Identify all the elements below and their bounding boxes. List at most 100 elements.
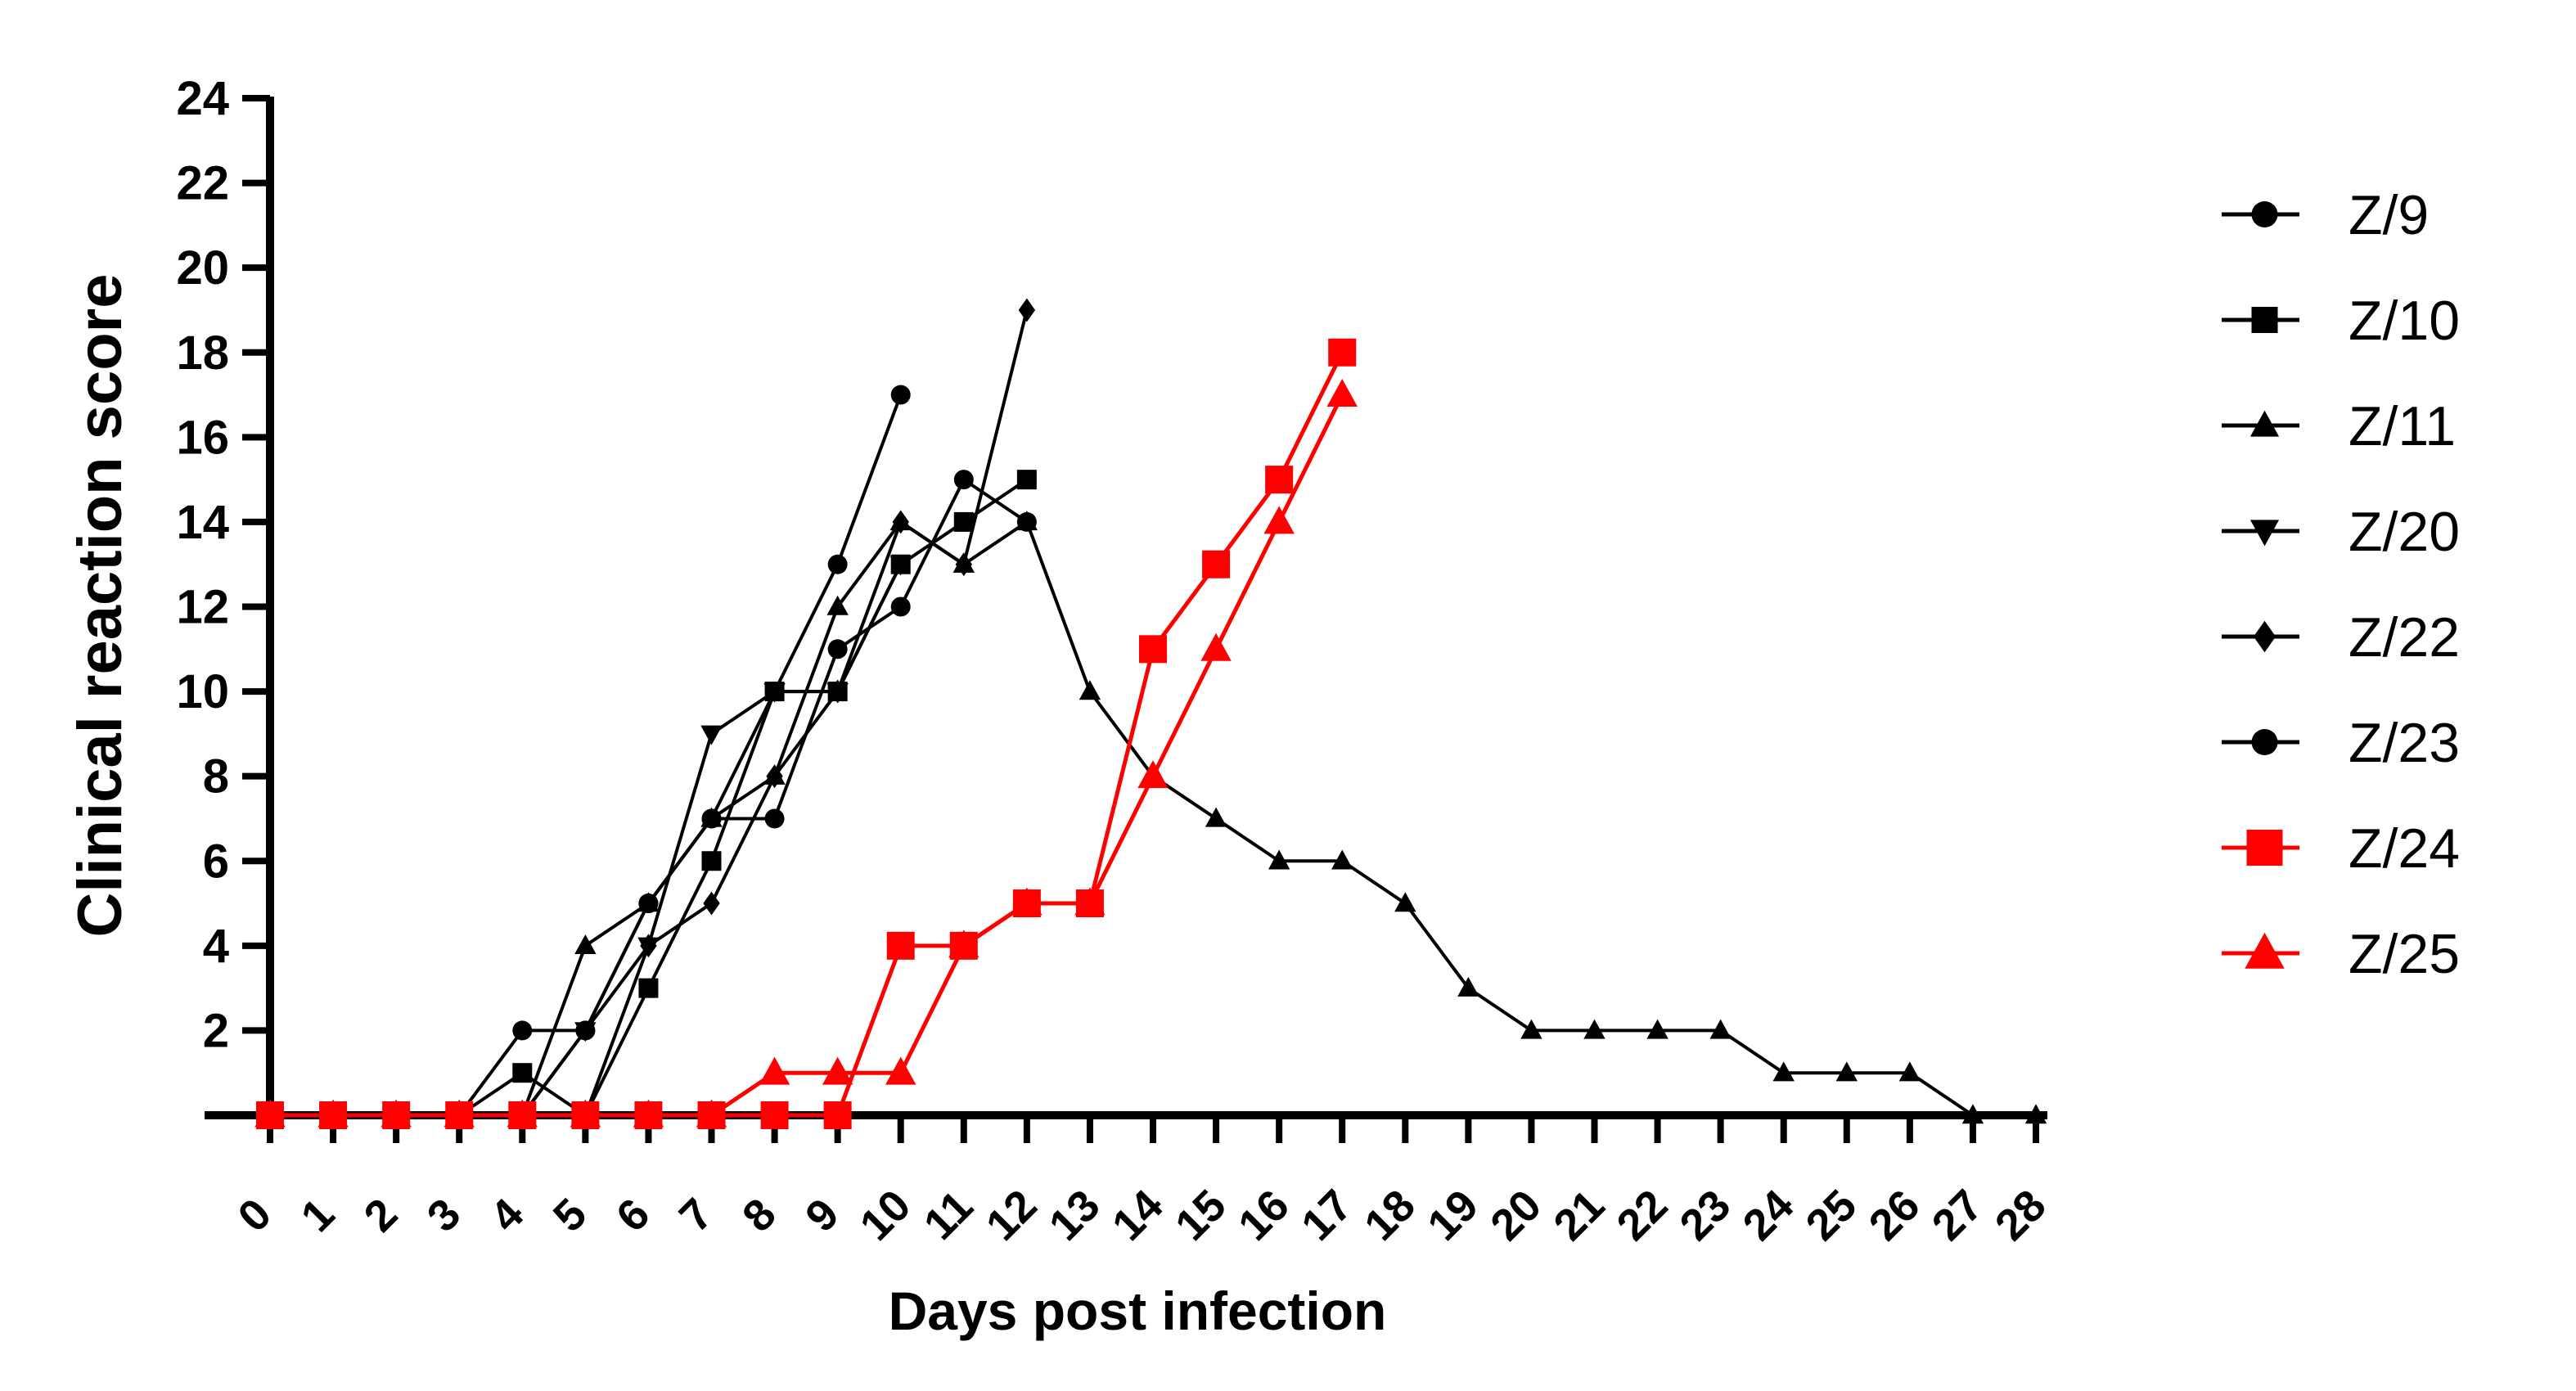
data-point: [822, 1056, 853, 1085]
data-point: [1583, 1019, 1605, 1039]
data-point: [1772, 1061, 1795, 1082]
y-tick-label: 16: [176, 411, 229, 464]
series-Z-23: [260, 385, 911, 1125]
series-Z-22: [261, 298, 1036, 1128]
y-tick-label: 2: [203, 1004, 229, 1057]
x-tick-label: 25: [1797, 1181, 1867, 1250]
x-tick-label: 15: [1166, 1181, 1236, 1250]
data-point: [886, 931, 915, 960]
x-axis-title: Days post infection: [889, 1281, 1387, 1341]
data-point: [953, 470, 974, 490]
data-point: [381, 1099, 412, 1128]
y-tick-label: 12: [176, 581, 229, 634]
data-point: [1835, 1061, 1858, 1082]
series-layer: [254, 298, 2047, 1129]
x-tick-label: 8: [733, 1189, 786, 1241]
data-point: [1331, 849, 1353, 870]
data-point: [1961, 1104, 1984, 1124]
data-point: [1139, 635, 1167, 664]
x-tick-label: 26: [1860, 1181, 1930, 1250]
data-point: [1268, 849, 1290, 870]
data-point: [764, 808, 785, 829]
legend-marker: [2246, 830, 2283, 866]
x-tick-label: 28: [1986, 1181, 2056, 1250]
legend: Z/9 Z/10 Z/11 Z/20 Z/22 Z/23 Z/24 Z/25: [2222, 184, 2460, 985]
data-point: [1326, 378, 1358, 407]
x-tick-label: 19: [1418, 1181, 1488, 1250]
legend-item: Z/11: [2222, 395, 2456, 457]
data-point: [1074, 887, 1106, 916]
y-tick-label: 14: [176, 496, 229, 549]
data-point: [764, 682, 785, 702]
legend-label: Z/10: [2349, 290, 2460, 352]
data-point: [1137, 760, 1169, 789]
legend-marker: [2251, 307, 2278, 333]
legend-label: Z/11: [2349, 395, 2456, 457]
x-tick-label: 24: [1734, 1181, 1804, 1250]
series-Z-20: [259, 556, 912, 1127]
series-line: [270, 478, 1028, 1117]
data-point: [701, 808, 722, 829]
data-point: [955, 552, 972, 577]
series-line: [270, 394, 903, 1117]
legend-marker: [2251, 201, 2278, 227]
y-tick-label: 22: [176, 157, 229, 210]
legend-label: Z/20: [2349, 501, 2460, 563]
data-point: [574, 934, 597, 955]
data-point: [640, 934, 657, 958]
data-point: [760, 1101, 789, 1129]
legend-marker: [2245, 932, 2285, 969]
x-tick-label: 13: [1040, 1181, 1110, 1250]
x-tick-label: 16: [1229, 1181, 1299, 1250]
series-Z-9: [260, 470, 1037, 1125]
legend-item: Z/9: [2222, 184, 2429, 246]
series-line: [270, 478, 1028, 1117]
y-tick-label: 6: [203, 835, 229, 888]
data-point: [575, 1020, 596, 1041]
x-tick-label: 21: [1544, 1181, 1614, 1250]
data-point: [1265, 466, 1294, 494]
x-tick-label: 9: [796, 1189, 849, 1241]
data-point: [638, 978, 659, 998]
data-point: [889, 556, 912, 576]
data-point: [317, 1099, 349, 1128]
data-point: [1016, 470, 1037, 490]
data-point: [444, 1099, 475, 1128]
y-tick-label: 8: [203, 750, 229, 804]
legend-marker: [2251, 729, 2278, 755]
data-point: [1263, 506, 1295, 534]
data-point: [2024, 1104, 2047, 1124]
x-tick-label: 20: [1481, 1181, 1551, 1250]
series-line: [270, 394, 1344, 1118]
data-point: [1520, 1019, 1542, 1039]
data-point: [1202, 550, 1231, 578]
x-tick-label: 22: [1607, 1181, 1677, 1250]
data-point: [1016, 511, 1038, 531]
data-point: [1200, 632, 1232, 661]
x-tick-label: 23: [1670, 1181, 1740, 1250]
legend-marker: [2249, 410, 2280, 437]
legend-label: Z/24: [2349, 817, 2460, 880]
data-point: [700, 725, 723, 745]
data-point: [1646, 1019, 1669, 1039]
data-point: [759, 1056, 790, 1085]
legend-item: Z/22: [2222, 606, 2460, 668]
x-tick-label: 5: [544, 1189, 597, 1241]
legend-label: Z/9: [2349, 184, 2429, 246]
data-point: [829, 679, 846, 704]
data-point: [827, 639, 848, 659]
data-point: [890, 385, 911, 405]
data-point: [953, 511, 974, 532]
data-point: [701, 851, 722, 871]
data-point: [1328, 338, 1357, 367]
legend-label: Z/23: [2349, 712, 2460, 774]
x-tick-label: 0: [228, 1189, 281, 1241]
y-axis-title: Clinical reaction score: [65, 274, 135, 938]
x-tick-label: 2: [355, 1189, 408, 1241]
data-point: [703, 891, 720, 916]
data-point: [827, 554, 848, 574]
series-Z-25: [254, 378, 1358, 1128]
x-tick-label: 11: [915, 1182, 983, 1249]
